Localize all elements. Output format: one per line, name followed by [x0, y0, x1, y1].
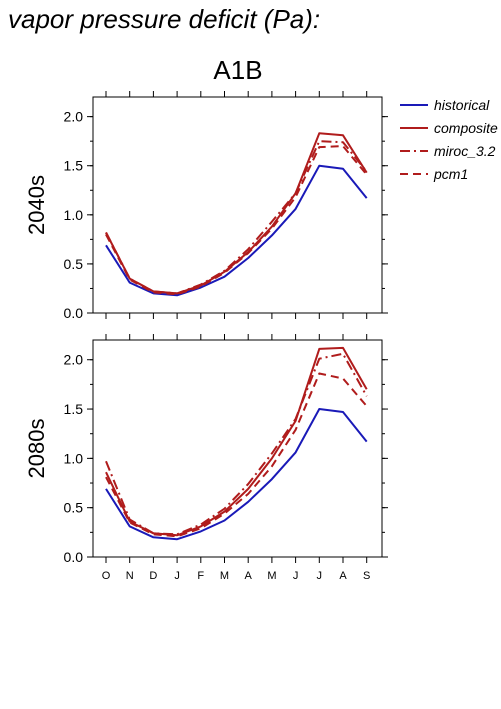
x-tick-label: M: [220, 570, 229, 582]
series-line-pcm1: [105, 372, 368, 538]
x-tick-label: S: [363, 570, 370, 582]
x-tick-label: O: [102, 570, 111, 582]
x-tick-label: A: [339, 570, 347, 582]
series-line-historical: [105, 164, 368, 297]
panel-2080s: 0.0 0.5 1.0 1.5 2.0 O N D J F M A M J J A S 2080s: [24, 334, 388, 582]
series-line-pcm1: [105, 145, 368, 296]
x-tick-label: D: [149, 570, 157, 582]
y-tick-label: 0.0: [64, 305, 84, 321]
y-tick-label: 1.5: [64, 158, 84, 174]
page-title: vapor pressure deficit (Pa):: [8, 4, 321, 34]
legend: historical composite miroc_3.2 pcm1: [400, 97, 498, 182]
x-tick-label: J: [174, 570, 180, 582]
x-tick-label: M: [267, 570, 276, 582]
x-tick-label: F: [197, 570, 204, 582]
scenario-title: A1B: [213, 55, 263, 85]
series-line-composite: [105, 346, 368, 537]
x-tick-label: J: [293, 570, 299, 582]
y-tick-label: 2.0: [64, 352, 84, 368]
legend-label-miroc-3-2: miroc_3.2: [434, 143, 496, 159]
y-tick-label: 2.0: [64, 109, 84, 125]
x-tick-label: A: [245, 570, 253, 582]
plot-frame: [92, 339, 383, 558]
x-tick-label: J: [317, 570, 323, 582]
x-tick-label: N: [126, 570, 134, 582]
series-line-miroc-3-2: [105, 352, 368, 536]
legend-label-composite: composite: [434, 120, 498, 136]
legend-label-pcm1: pcm1: [433, 166, 468, 182]
series-line-composite: [105, 132, 368, 295]
y-tick-label: 1.0: [64, 207, 84, 223]
y-tick-label: 1.0: [64, 450, 84, 466]
y-tick-label: 0.5: [64, 256, 84, 272]
legend-label-historical: historical: [434, 97, 490, 113]
series-line-historical: [105, 408, 368, 541]
series-line-miroc-3-2: [105, 140, 368, 295]
y-axis-label: 2040s: [24, 175, 49, 235]
y-axis-label: 2080s: [24, 419, 49, 479]
y-tick-label: 0.0: [64, 549, 84, 565]
plot-frame: [92, 96, 383, 314]
y-tick-label: 1.5: [64, 401, 84, 417]
panel-2040s: 0.0 0.5 1.0 1.5 2.0 2040s: [24, 91, 388, 321]
y-tick-label: 0.5: [64, 500, 84, 516]
